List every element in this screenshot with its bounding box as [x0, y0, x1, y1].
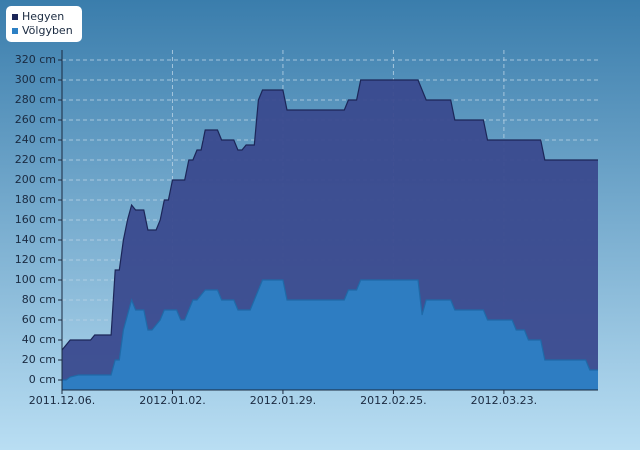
y-tick-label: 160 cm	[15, 213, 56, 226]
y-tick-label: 60 cm	[22, 313, 56, 326]
x-tick-label: 2012.03.23.	[471, 394, 537, 407]
y-tick-label: 300 cm	[15, 73, 56, 86]
y-tick-label: 40 cm	[22, 333, 56, 346]
legend-label: Völgyben	[22, 24, 73, 37]
area-line	[62, 279, 598, 381]
x-tick-label: 2011.12.06.	[29, 394, 95, 407]
y-tick-label: 320 cm	[15, 53, 56, 66]
y-tick-label: 120 cm	[15, 253, 56, 266]
legend-box	[6, 6, 82, 42]
x-tick-label: 2012.01.29.	[250, 394, 316, 407]
area-fill	[62, 280, 598, 390]
y-tick-label: 140 cm	[15, 233, 56, 246]
x-tick-label: 2012.02.25.	[360, 394, 426, 407]
legend-label: Hegyen	[22, 10, 64, 23]
legend-swatch	[12, 28, 18, 34]
y-tick-label: 280 cm	[15, 93, 56, 106]
y-tick-label: 240 cm	[15, 133, 56, 146]
y-tick-label: 0 cm	[29, 373, 56, 386]
y-tick-label: 20 cm	[22, 353, 56, 366]
x-tick-label: 2012.01.02.	[139, 394, 205, 407]
area-line	[61, 79, 598, 351]
y-tick-label: 220 cm	[15, 153, 56, 166]
y-tick-label: 260 cm	[15, 113, 56, 126]
y-tick-label: 100 cm	[15, 273, 56, 286]
y-tick-label: 80 cm	[22, 293, 56, 306]
legend-swatch	[12, 14, 18, 20]
y-tick-label: 200 cm	[15, 173, 56, 186]
y-tick-label: 180 cm	[15, 193, 56, 206]
